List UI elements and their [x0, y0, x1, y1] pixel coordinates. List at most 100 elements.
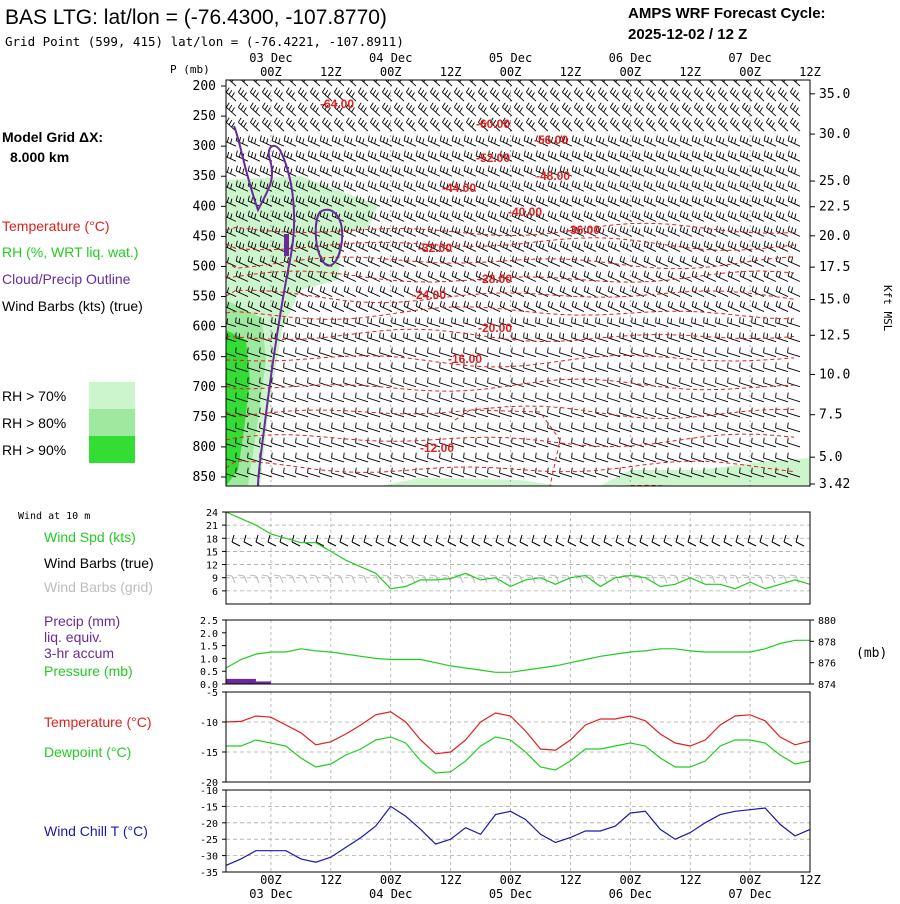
wind-barb-flag	[222, 377, 225, 382]
wind-barb-shaft	[728, 290, 740, 298]
wind-barb-flag	[647, 167, 650, 172]
wind-barb	[691, 270, 704, 283]
wind-barb-flag	[338, 153, 341, 158]
wind-barb	[534, 345, 548, 359]
wind-barb-flag	[383, 152, 386, 157]
wind-barb-flag	[623, 302, 626, 307]
wind-barb-flag	[530, 169, 533, 174]
wind-barb-shaft	[561, 122, 573, 131]
wind-barb-shaft	[392, 154, 404, 162]
wind-barb-flag	[734, 184, 737, 189]
wind-barb-flag	[690, 362, 693, 367]
wind-barb-flag	[409, 75, 412, 80]
wind-barb-flag	[580, 107, 583, 112]
wind-barb-flag	[479, 167, 482, 172]
wind-barb	[765, 72, 778, 86]
wind-barb	[414, 390, 428, 404]
wind-barb-flag	[743, 242, 746, 247]
wind-barb-shaft	[453, 107, 465, 116]
wind-barb-flag	[354, 393, 357, 398]
wind-barb-flag	[343, 271, 346, 276]
wind-barb-shaft	[680, 395, 692, 405]
wind-barb	[439, 164, 452, 177]
wind-barb-flag	[373, 90, 376, 95]
wind-barb-shaft	[416, 395, 428, 405]
wind-barb-flag	[787, 211, 790, 216]
wind-barb	[630, 390, 644, 404]
wind-barb-flag	[635, 137, 638, 142]
wind-barb-flag	[791, 287, 794, 292]
wind-barb-flag	[782, 153, 785, 158]
wind-barb	[582, 405, 596, 419]
wind-barb-flag	[558, 362, 561, 367]
wind-barb-flag	[414, 317, 417, 322]
wind-barb-flag	[554, 214, 557, 219]
wind-barb	[559, 209, 572, 222]
wind-barb	[753, 117, 766, 131]
wind-barb	[307, 164, 320, 177]
wind-barb-shaft	[788, 199, 800, 207]
wind-barb-shaft	[584, 425, 596, 435]
wind-barb-shaft	[573, 122, 585, 131]
wind-barb-flag	[566, 184, 569, 189]
wind-barb-flag	[673, 120, 676, 125]
wind-barb-flag	[655, 136, 658, 141]
wind-barb-flag	[606, 393, 609, 398]
wind-barb-flag	[374, 169, 377, 174]
wind-barb-flag	[253, 75, 256, 80]
wind-barb-shaft	[380, 395, 392, 405]
wind-barb	[727, 300, 740, 313]
wind-barb-flag	[766, 102, 769, 107]
wind-barb-flag	[484, 92, 487, 97]
wind-barb-shaft	[380, 425, 392, 435]
wind-barb	[367, 240, 380, 253]
wind-barb-flag	[594, 393, 597, 398]
wind-barb-flag	[662, 184, 665, 189]
wind-barb	[343, 270, 356, 283]
wind-barb-flag	[523, 166, 526, 171]
wind-barb-flag	[634, 102, 637, 107]
wind-barb-flag	[487, 181, 490, 186]
wind-barb-shaft	[572, 184, 584, 192]
wind-barb-flag	[767, 197, 770, 202]
wind-barb-shaft	[285, 122, 297, 131]
wind-barb-shaft	[368, 169, 380, 177]
wind-barb-flag	[659, 182, 662, 187]
wind-barb-shaft	[692, 154, 704, 162]
wind-barb	[751, 255, 764, 268]
wind-barb-shaft	[525, 92, 537, 101]
wind-barb-flag	[721, 120, 724, 125]
wind-barb-flag	[527, 182, 530, 187]
wind-barb-flag	[707, 302, 710, 307]
wind-barb-shaft	[477, 107, 489, 116]
wind-barb-shaft	[536, 320, 548, 330]
wind-barb-shaft	[296, 395, 308, 405]
wind-barb-flag	[406, 318, 409, 323]
wind-barb-flag	[289, 75, 292, 80]
wind-barb-shaft	[668, 184, 680, 192]
wind-barb-shaft	[633, 122, 645, 131]
wind-barb-shaft	[440, 260, 452, 268]
wind-barb-shaft	[776, 229, 788, 237]
wind-barb-flag	[410, 214, 413, 219]
wind-barb-flag	[702, 317, 705, 322]
wind-barb-shaft	[237, 122, 249, 131]
wind-barb-shaft	[536, 184, 548, 192]
wind-barb	[523, 149, 536, 162]
wind-barb	[426, 330, 440, 344]
wind-barb-shaft	[428, 169, 440, 177]
wind-barb-flag	[551, 212, 554, 217]
wind-barb-shaft	[584, 244, 596, 252]
wind-barb-flag	[463, 301, 466, 306]
wind-barb-flag	[703, 301, 706, 306]
wind-barb-flag	[750, 362, 753, 367]
wind-barb	[451, 164, 464, 177]
wind-barb-flag	[439, 226, 442, 231]
wind-barb-flag	[642, 393, 645, 398]
wind-barb-shaft	[560, 410, 572, 420]
wind-barb-shaft	[680, 380, 692, 390]
wind-barb-flag	[751, 196, 754, 201]
wind-barb-flag	[787, 271, 790, 276]
wind-barb-shaft	[668, 260, 680, 268]
wind-barb	[537, 72, 550, 86]
